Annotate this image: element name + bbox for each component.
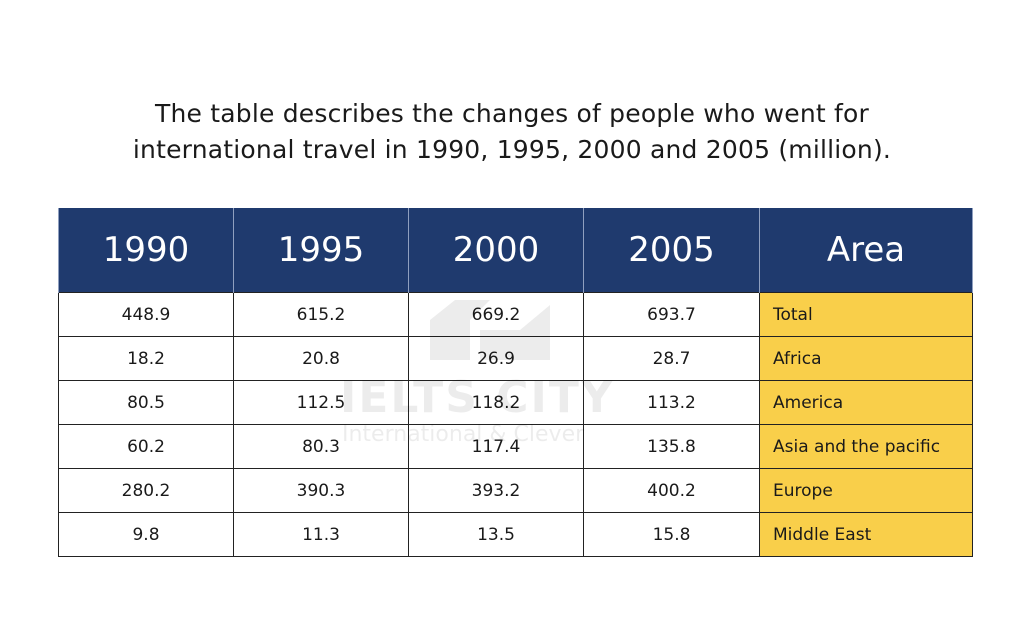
header-2000: 2000 bbox=[408, 208, 584, 293]
table-cell: 393.2 bbox=[408, 468, 584, 513]
table-cell: 60.2 bbox=[58, 424, 234, 469]
table-cell: 80.3 bbox=[233, 424, 409, 469]
chart-title: The table describes the changes of peopl… bbox=[0, 96, 1024, 168]
table-cell: 669.2 bbox=[408, 292, 584, 337]
table-cell: 9.8 bbox=[58, 512, 234, 557]
table-row: 80.5 112.5 118.2 113.2 America bbox=[58, 380, 973, 425]
table-row: 18.2 20.8 26.9 28.7 Africa bbox=[58, 336, 973, 381]
data-table: 1990 1995 2000 2005 Area 448.9 615.2 669… bbox=[58, 208, 973, 557]
table-cell: 448.9 bbox=[58, 292, 234, 337]
table-cell: 26.9 bbox=[408, 336, 584, 381]
table-cell: 615.2 bbox=[233, 292, 409, 337]
table-cell: 11.3 bbox=[233, 512, 409, 557]
table-cell: 80.5 bbox=[58, 380, 234, 425]
header-2005: 2005 bbox=[583, 208, 760, 293]
table-cell: 390.3 bbox=[233, 468, 409, 513]
table-row: 280.2 390.3 393.2 400.2 Europe bbox=[58, 468, 973, 513]
area-cell: Middle East bbox=[759, 512, 973, 557]
table-cell: 400.2 bbox=[583, 468, 760, 513]
table-cell: 280.2 bbox=[58, 468, 234, 513]
table-cell: 20.8 bbox=[233, 336, 409, 381]
table-cell: 693.7 bbox=[583, 292, 760, 337]
header-1995: 1995 bbox=[233, 208, 409, 293]
area-cell: America bbox=[759, 380, 973, 425]
table-row: 9.8 11.3 13.5 15.8 Middle East bbox=[58, 512, 973, 557]
area-cell: Europe bbox=[759, 468, 973, 513]
chart-title-line-1: The table describes the changes of peopl… bbox=[155, 99, 869, 128]
table-cell: 135.8 bbox=[583, 424, 760, 469]
table-cell: 112.5 bbox=[233, 380, 409, 425]
table-cell: 28.7 bbox=[583, 336, 760, 381]
header-1990: 1990 bbox=[58, 208, 234, 293]
area-cell: Africa bbox=[759, 336, 973, 381]
area-cell: Asia and the pacific bbox=[759, 424, 973, 469]
table-cell: 18.2 bbox=[58, 336, 234, 381]
table-cell: 113.2 bbox=[583, 380, 760, 425]
header-area: Area bbox=[759, 208, 973, 293]
table-cell: 15.8 bbox=[583, 512, 760, 557]
table-cell: 118.2 bbox=[408, 380, 584, 425]
header-row: 1990 1995 2000 2005 Area bbox=[58, 208, 973, 293]
table-row: 448.9 615.2 669.2 693.7 Total bbox=[58, 292, 973, 337]
area-cell: Total bbox=[759, 292, 973, 337]
table-row: 60.2 80.3 117.4 135.8 Asia and the pacif… bbox=[58, 424, 973, 469]
table-cell: 13.5 bbox=[408, 512, 584, 557]
table-cell: 117.4 bbox=[408, 424, 584, 469]
chart-title-line-2: international travel in 1990, 1995, 2000… bbox=[132, 135, 892, 164]
